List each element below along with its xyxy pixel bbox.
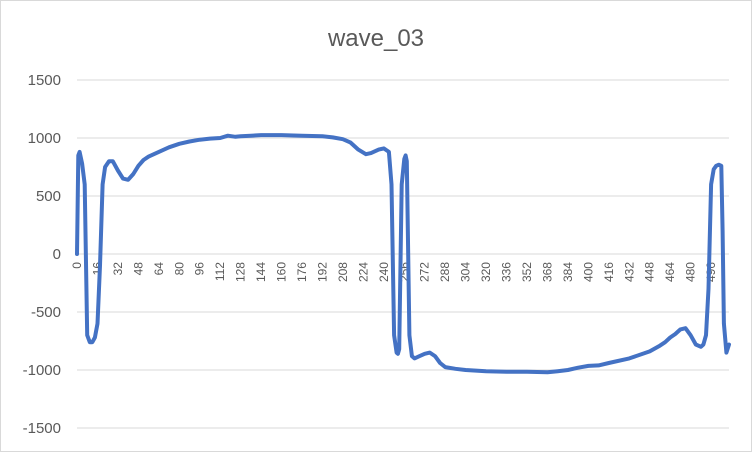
x-tick-label: 288: [438, 262, 452, 282]
gridlines: [77, 79, 729, 429]
series-layer: [75, 133, 731, 375]
x-tick-label: 128: [234, 262, 248, 282]
x-tick-label: 96: [193, 262, 207, 276]
x-tick-label: 448: [643, 262, 657, 282]
x-tick-label: 496: [704, 262, 718, 282]
x-tick-label: 400: [581, 262, 595, 282]
x-tick-label: 320: [479, 262, 493, 282]
x-tick-label: 0: [70, 262, 84, 269]
x-tick-label: 32: [111, 262, 125, 276]
y-tick-label: 0: [53, 246, 61, 263]
x-tick-label: 240: [377, 262, 391, 282]
x-tick-label: 144: [254, 262, 268, 282]
y-tick-label: -1000: [23, 362, 61, 379]
x-tick-label: 176: [295, 262, 309, 282]
y-tick-label: 500: [36, 188, 61, 205]
x-tick-label: 336: [500, 262, 514, 282]
x-tick-label: 64: [152, 262, 166, 276]
x-tick-label: 160: [275, 262, 289, 282]
y-tick-label: 1500: [28, 72, 61, 89]
x-tick-label: 384: [561, 262, 575, 282]
x-tick-label: 208: [336, 262, 350, 282]
x-tick-label: 48: [131, 262, 145, 276]
y-tick-label: -1500: [23, 420, 61, 437]
x-tick-label: 352: [520, 262, 534, 282]
chart-title: wave_03: [327, 25, 425, 52]
x-tick-label: 464: [663, 262, 677, 282]
x-tick-label: 192: [315, 262, 329, 282]
x-tick-label: 480: [684, 262, 698, 282]
y-axis-tick-labels: 1500 1000 500 0 -500 -1000 -1500: [23, 72, 61, 437]
x-tick-label: 80: [172, 262, 186, 276]
x-tick-label: 368: [540, 262, 554, 282]
x-tick-label: 272: [418, 262, 432, 282]
x-tick-label: 112: [213, 262, 227, 281]
x-tick-label: 416: [602, 262, 616, 282]
y-tick-label: -500: [31, 304, 61, 321]
x-tick-label: 304: [459, 262, 473, 282]
x-tick-label: 16: [90, 262, 104, 276]
series-line-0: [75, 133, 731, 375]
x-tick-label: 224: [356, 262, 370, 282]
x-tick-label: 432: [622, 262, 636, 282]
y-tick-label: 1000: [28, 130, 61, 147]
